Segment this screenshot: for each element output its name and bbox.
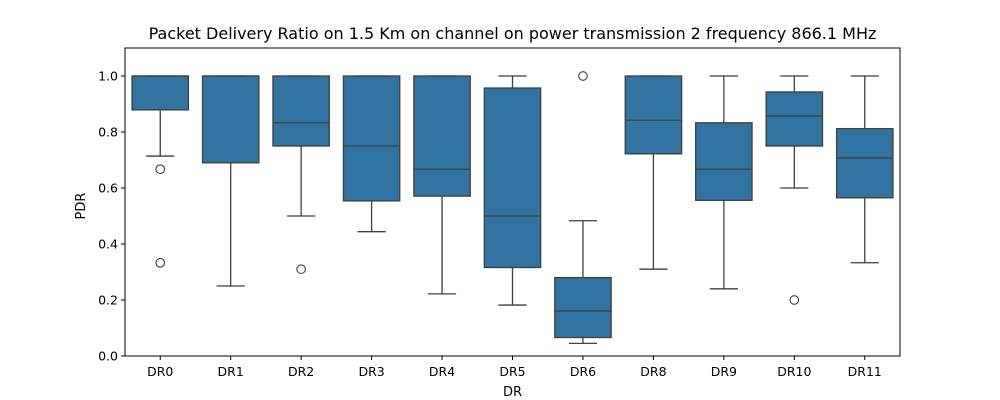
box-group-dr3 — [342, 75, 401, 233]
outlier-point — [296, 264, 306, 275]
box-group-dr11 — [835, 75, 894, 264]
outlier-point — [578, 71, 588, 81]
outlier-point — [155, 257, 166, 268]
x-tick-label: DR0 — [147, 364, 173, 379]
box-group-dr6 — [554, 71, 612, 345]
box-group-dr2 — [272, 75, 330, 275]
x-tick-label: DR9 — [711, 364, 737, 379]
box — [765, 91, 824, 147]
x-tick-label: DR11 — [848, 364, 882, 379]
y-tick-label: 0.2 — [98, 293, 118, 308]
box — [413, 75, 471, 197]
box — [554, 276, 612, 339]
y-tick-label: 0.0 — [98, 349, 118, 364]
box — [483, 87, 542, 269]
box — [624, 75, 683, 155]
box — [131, 75, 190, 111]
x-tick-label: DR8 — [640, 364, 666, 379]
box — [272, 75, 330, 147]
box — [695, 122, 753, 201]
x-tick-label: DR4 — [429, 364, 455, 379]
x-tick-label: DR6 — [570, 364, 596, 379]
outlier-point — [789, 295, 800, 305]
box — [835, 127, 894, 199]
box-group-dr4 — [413, 75, 471, 295]
box-group-dr8 — [624, 75, 683, 270]
box-group-dr9 — [695, 75, 753, 290]
x-tick-label: DR5 — [499, 364, 525, 379]
box-group-dr5 — [483, 75, 542, 306]
box-group-dr0 — [131, 75, 190, 268]
plot-area — [131, 71, 894, 345]
box-group-dr1 — [201, 75, 260, 287]
x-tick-label: DR3 — [358, 364, 384, 379]
box-group-dr10 — [765, 75, 824, 305]
axes: 0.0 0.2 0.4 0.6 0.8 1.0 DR0 DR1 DR2 DR3 DR4 DR5 DR6 D… — [98, 47, 901, 379]
box — [201, 75, 260, 164]
x-tick-label: DR10 — [777, 364, 811, 379]
x-tick-label: DR1 — [218, 364, 244, 379]
y-axis-label: PDR — [74, 193, 89, 220]
y-tick-label: 0.6 — [98, 181, 118, 196]
x-tick-label: DR2 — [288, 364, 314, 379]
y-tick-label: 1.0 — [98, 69, 118, 84]
y-tick-label: 0.4 — [98, 237, 118, 252]
box — [342, 75, 401, 202]
y-tick-label: 0.8 — [98, 125, 118, 140]
chart-title: Packet Delivery Ratio on 1.5 Km on chann… — [149, 24, 877, 43]
outlier-point — [155, 164, 166, 175]
x-axis-label: DR — [503, 385, 522, 400]
